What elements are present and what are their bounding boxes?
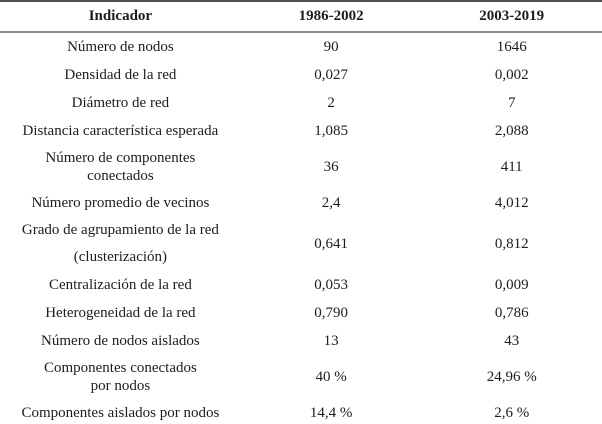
- value-cell: 90: [323, 39, 339, 55]
- table-header: Indicador 1986-2002 2003-2019: [0, 1, 602, 33]
- table-row: Grado de agrupamiento de la red (cluster…: [0, 217, 602, 271]
- value-cell: 1,085: [314, 123, 348, 139]
- value-cell: 4,012: [494, 195, 529, 211]
- indicator-cell: Componentes aislados por nodos: [21, 404, 220, 421]
- header-row: Indicador 1986-2002 2003-2019: [0, 1, 602, 33]
- table-row: Número de componentes conectados 36 411: [0, 145, 602, 189]
- table-row: Componentes conectados por nodos 40 % 24…: [0, 355, 602, 399]
- indicator-cell: Componentes conectados por nodos: [43, 360, 197, 394]
- table-row: Diámetro de red 2 7: [0, 89, 602, 117]
- value-cell: 0,009: [494, 277, 529, 293]
- value-cell: 0,053: [314, 277, 348, 293]
- value-cell: 2: [327, 95, 335, 111]
- table-row: Heterogeneidad de la red 0,790 0,786: [0, 299, 602, 327]
- indicator-cell: Grado de agrupamiento de la red (cluster…: [21, 222, 219, 265]
- value-cell: 7: [507, 95, 516, 111]
- value-cell: 0,002: [494, 67, 529, 83]
- table-row: Densidad de la red 0,027 0,002: [0, 61, 602, 89]
- column-header-2003-2019: 2003-2019: [421, 1, 602, 33]
- column-header-1986-2002: 1986-2002: [240, 1, 422, 33]
- indicator-cell: Densidad de la red: [64, 67, 177, 83]
- value-cell: 0,812: [494, 236, 529, 252]
- table-body: Número de nodos 90 1646 Densidad de la r…: [0, 32, 602, 424]
- indicator-cell: Número de componentes conectados: [45, 150, 196, 184]
- indicator-cell: Número de nodos aislados: [41, 333, 200, 349]
- indicator-cell: Número promedio de vecinos: [31, 195, 210, 211]
- value-cell: 24,96 %: [486, 369, 537, 385]
- value-cell: 2,088: [494, 123, 529, 139]
- table-row: Componentes aislados por nodos 14,4 % 2,…: [0, 399, 602, 424]
- table-row: Distancia característica esperada 1,085 …: [0, 117, 602, 145]
- value-cell: 0,027: [314, 67, 348, 83]
- indicator-cell: Heterogeneidad de la red: [45, 305, 196, 321]
- indicator-cell: Número de nodos: [67, 39, 174, 55]
- value-cell: 0,786: [494, 305, 529, 321]
- value-cell: 2,4: [321, 195, 341, 211]
- value-cell: 14,4 %: [309, 404, 353, 421]
- value-cell: 40 %: [315, 369, 347, 385]
- value-cell: 36: [323, 159, 339, 175]
- table-row: Número promedio de vecinos 2,4 4,012: [0, 189, 602, 217]
- table-row: Número de nodos 90 1646: [0, 32, 602, 61]
- column-header-indicador: Indicador: [0, 1, 241, 33]
- value-cell: 0,641: [314, 236, 348, 252]
- indicator-cell: Diámetro de red: [71, 95, 170, 111]
- value-cell: 43: [504, 333, 520, 349]
- value-cell: 2,6 %: [494, 404, 530, 421]
- value-cell: 411: [500, 159, 523, 175]
- value-cell: 13: [323, 333, 339, 349]
- indicator-cell: Centralización de la red: [48, 277, 192, 293]
- value-cell: 1646: [496, 39, 527, 55]
- table-row: Centralización de la red 0,053 0,009: [0, 271, 602, 299]
- table-row: Número de nodos aislados 13 43: [0, 327, 602, 355]
- indicator-cell: Distancia característica esperada: [22, 123, 219, 139]
- value-cell: 0,790: [314, 305, 348, 321]
